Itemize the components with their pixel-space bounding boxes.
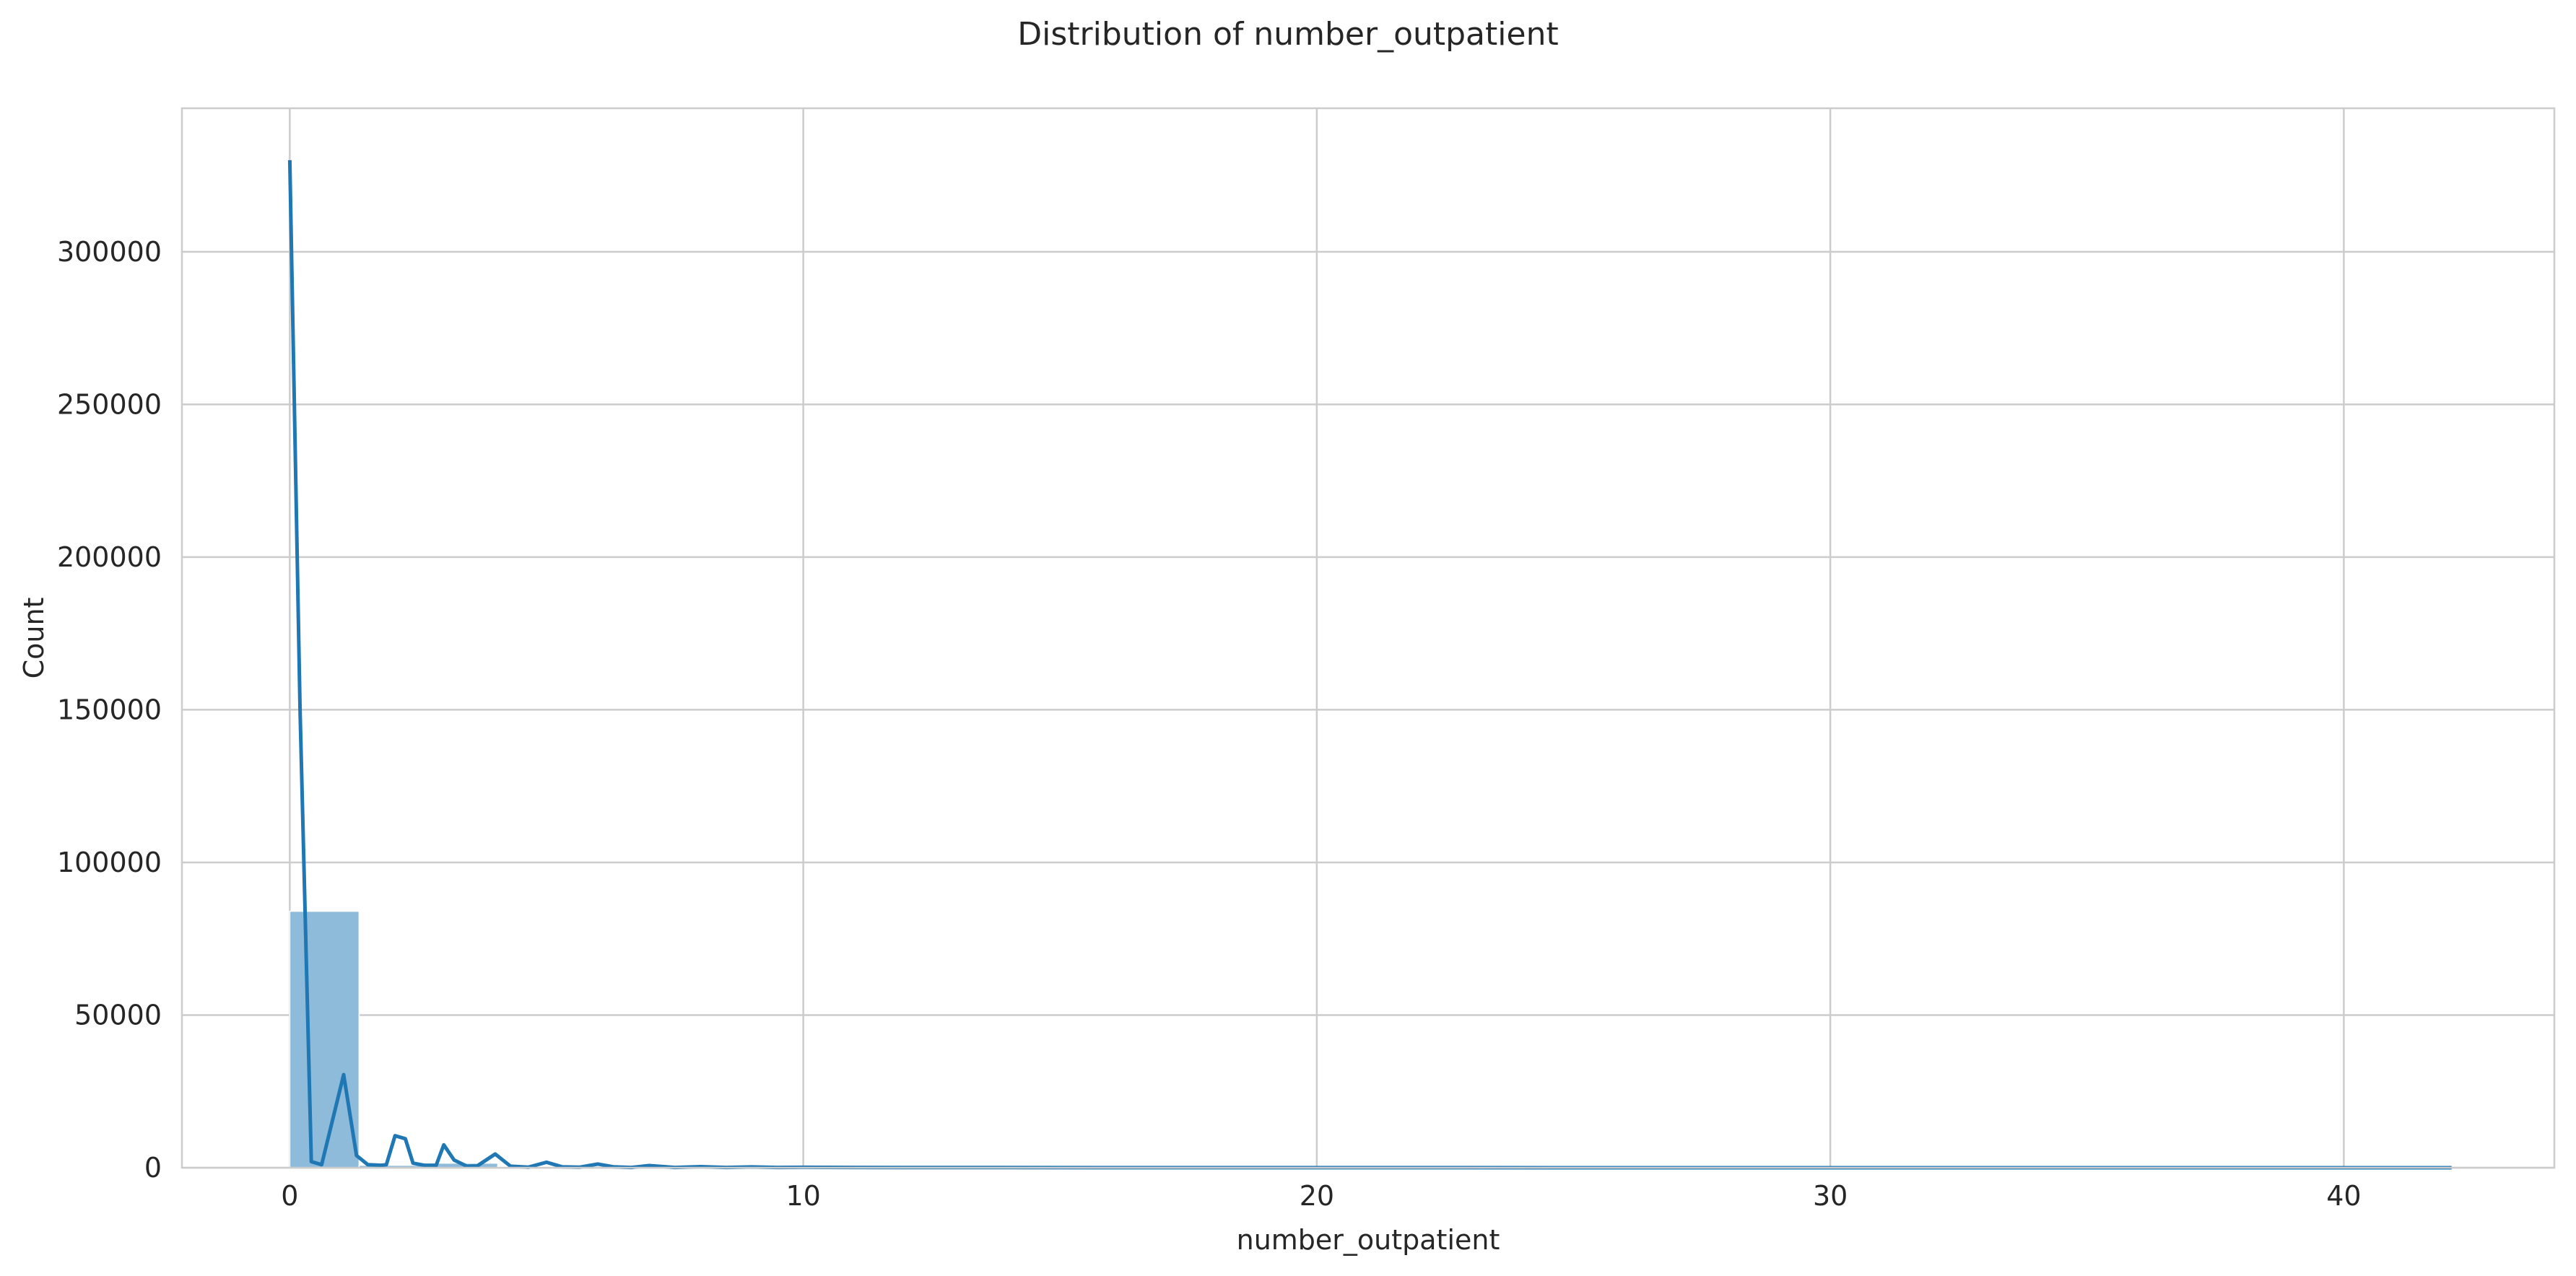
x-tick-label: 40 bbox=[2326, 1180, 2361, 1212]
x-tick-label: 20 bbox=[1300, 1180, 1334, 1212]
y-tick-label: 250000 bbox=[57, 388, 162, 420]
y-tick-label: 300000 bbox=[57, 236, 162, 268]
y-axis-label: Count bbox=[18, 598, 50, 679]
x-axis-label: number_outpatient bbox=[1237, 1224, 1500, 1256]
y-tick-label: 50000 bbox=[74, 999, 162, 1031]
plot-area bbox=[182, 108, 2554, 1168]
x-tick-label: 10 bbox=[786, 1180, 820, 1212]
plot-frame bbox=[180, 107, 2556, 1169]
x-tick-label: 0 bbox=[281, 1180, 298, 1212]
x-axis-ticks: 0 10 20 30 40 bbox=[281, 1180, 2361, 1212]
y-tick-label: 100000 bbox=[57, 847, 162, 878]
y-tick-label: 150000 bbox=[57, 694, 162, 725]
histogram-bar bbox=[289, 910, 360, 1168]
y-axis-ticks: 0 50000 100000 150000 200000 250000 300000 bbox=[57, 236, 162, 1184]
y-tick-label: 0 bbox=[144, 1152, 162, 1184]
x-tick-label: 30 bbox=[1813, 1180, 1848, 1212]
y-tick-label: 200000 bbox=[57, 541, 162, 573]
chart-title: Distribution of number_outpatient bbox=[1017, 16, 1558, 53]
